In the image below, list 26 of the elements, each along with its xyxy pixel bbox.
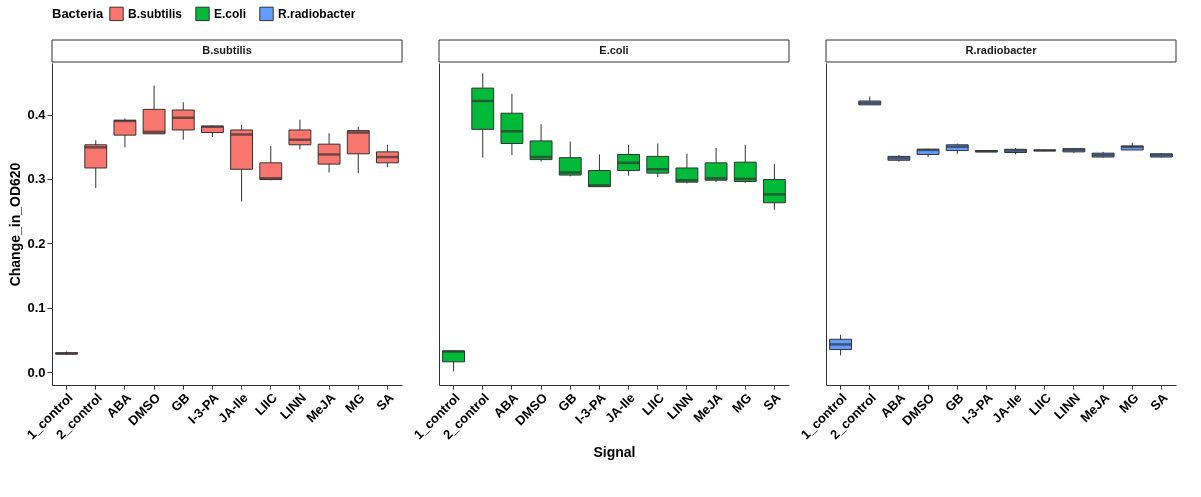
- x-axis-title: Signal: [593, 444, 636, 461]
- x-tick-label: SA: [1147, 389, 1172, 414]
- x-tick-label: LIIC: [638, 389, 668, 419]
- y-tick-label: 0.0: [27, 364, 46, 380]
- chart-title: E.coli: [599, 44, 629, 56]
- x-tick-label: GB: [168, 390, 193, 415]
- y-tick-label: 0.4: [27, 107, 47, 123]
- x-tick-label: MG: [729, 390, 755, 416]
- y-tick-label: 0.2: [27, 235, 46, 251]
- x-tick-label: LIIC: [1025, 389, 1055, 419]
- y-axis-title: Change_in_OD620: [7, 162, 24, 287]
- x-tick-label: LIIC: [251, 389, 281, 419]
- legend-label: B.subtilis: [128, 6, 183, 21]
- x-tick-label: MG: [342, 390, 368, 416]
- chart-title: B.subtilis: [202, 44, 252, 56]
- x-tick-label: SA: [760, 389, 785, 414]
- legend-label: R.radiobacter: [278, 6, 356, 21]
- legend-label: E.coli: [214, 6, 247, 21]
- legend-title: Bacteria: [52, 6, 105, 21]
- x-tick-label: SA: [373, 389, 398, 414]
- x-tick-label: GB: [555, 390, 580, 415]
- chart-title: R.radiobacter: [965, 44, 1038, 56]
- y-tick-label: 0.3: [27, 171, 46, 187]
- x-tick-label: MG: [1116, 390, 1142, 416]
- y-tick-label: 0.1: [27, 300, 46, 316]
- x-tick-label: GB: [942, 390, 967, 415]
